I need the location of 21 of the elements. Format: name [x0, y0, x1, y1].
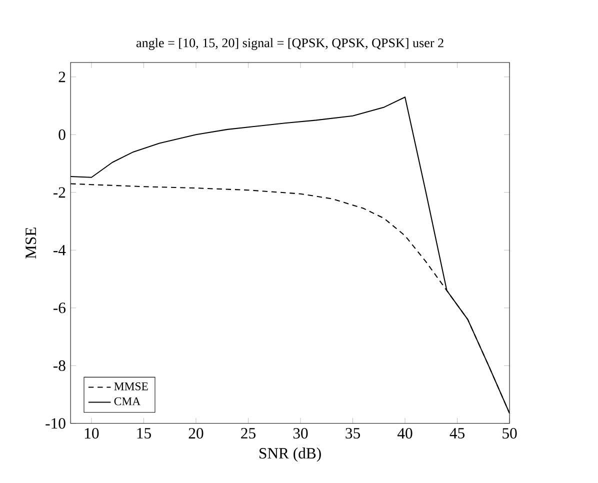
y-tick-label: -4 [53, 245, 66, 256]
x-tick-label: 30 [293, 428, 308, 439]
y-tick-label: -6 [53, 302, 66, 314]
chart-title: angle = [10, 15, 20] signal = [QPSK, QPSK, QPSK] user 2 [136, 38, 444, 50]
x-tick-label: 35 [346, 428, 360, 439]
legend-label: MMSE [114, 382, 148, 390]
x-tick-label: 20 [188, 428, 204, 439]
y-tick-label: -8 [53, 360, 66, 372]
y-tick-label: 2 [58, 72, 66, 82]
x-tick-label: 40 [397, 428, 412, 439]
y-axis-title: MSE [26, 228, 36, 259]
y-tick-label: -10 [46, 418, 66, 429]
x-tick-label: 45 [450, 428, 465, 439]
x-tick-label: 10 [85, 428, 99, 439]
y-tick-label: -2 [53, 187, 66, 198]
y-tick-label: 0 [58, 129, 66, 140]
x-axis-title: SNR (dB) [260, 448, 321, 462]
x-tick-label: 25 [241, 428, 256, 439]
x-tick-label: 15 [137, 428, 151, 439]
x-tick-label: 50 [502, 428, 517, 439]
legend-label: CMA [114, 397, 141, 406]
